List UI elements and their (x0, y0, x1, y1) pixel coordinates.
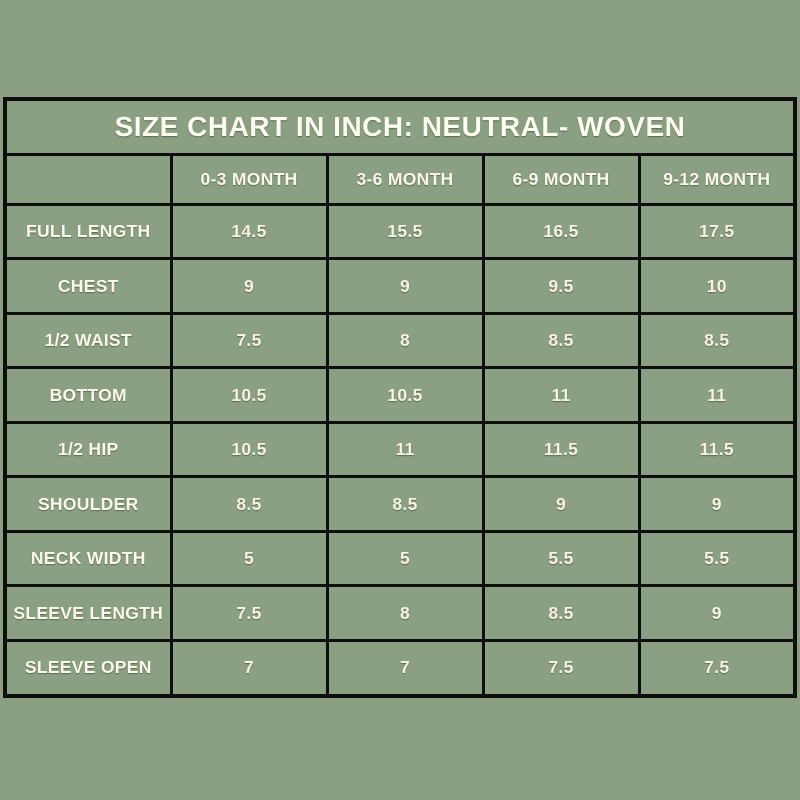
size-chart-table: SIZE CHART IN INCH: NEUTRAL- WOVEN 0-3 M… (3, 97, 797, 698)
size-value: 8.5 (325, 475, 485, 533)
size-value: 8.5 (637, 311, 797, 370)
size-value: 8.5 (481, 584, 641, 642)
size-value: 9 (481, 475, 641, 533)
size-value: 7 (169, 638, 329, 698)
column-header-9-12-month: 9-12 MONTH (637, 153, 797, 206)
size-value: 7.5 (637, 638, 797, 698)
size-value: 9 (325, 257, 485, 315)
row-label-chest: CHEST (3, 257, 173, 315)
column-header-3-6-month: 3-6 MONTH (325, 153, 485, 206)
size-value: 5.5 (481, 529, 641, 588)
table-row-neck-width: NECK WIDTH 5 5 5.5 5.5 (3, 529, 797, 588)
size-value: 15.5 (325, 202, 485, 261)
size-value: 10.5 (325, 366, 485, 424)
size-value: 7 (325, 638, 485, 698)
size-value: 11 (637, 366, 797, 424)
size-chart-container: SIZE CHART IN INCH: NEUTRAL- WOVEN 0-3 M… (3, 97, 797, 698)
row-label-half-hip: 1/2 HIP (3, 420, 173, 479)
size-value: 5 (169, 529, 329, 588)
size-value: 8.5 (481, 311, 641, 370)
row-label-sleeve-open: SLEEVE OPEN (3, 638, 173, 698)
size-value: 10.5 (169, 366, 329, 424)
size-value: 11 (481, 366, 641, 424)
size-value: 11.5 (481, 420, 641, 479)
row-label-bottom: BOTTOM (3, 366, 173, 424)
column-header-6-9-month: 6-9 MONTH (481, 153, 641, 206)
table-row-half-waist: 1/2 WAIST 7.5 8 8.5 8.5 (3, 311, 797, 370)
row-label-shoulder: SHOULDER (3, 475, 173, 533)
table-row-bottom: BOTTOM 10.5 10.5 11 11 (3, 366, 797, 424)
table-title: SIZE CHART IN INCH: NEUTRAL- WOVEN (3, 97, 797, 156)
table-row-shoulder: SHOULDER 8.5 8.5 9 9 (3, 475, 797, 533)
size-value: 9.5 (481, 257, 641, 315)
row-label-full-length: FULL LENGTH (3, 202, 173, 261)
header-row: 0-3 MONTH 3-6 MONTH 6-9 MONTH 9-12 MONTH (3, 153, 797, 206)
size-value: 11.5 (637, 420, 797, 479)
size-value: 8.5 (169, 475, 329, 533)
size-value: 16.5 (481, 202, 641, 261)
table-row-half-hip: 1/2 HIP 10.5 11 11.5 11.5 (3, 420, 797, 479)
row-label-half-waist: 1/2 WAIST (3, 311, 173, 370)
size-value: 5 (325, 529, 485, 588)
size-value: 8 (325, 584, 485, 642)
table-row-sleeve-length: SLEEVE LENGTH 7.5 8 8.5 9 (3, 584, 797, 642)
size-value: 10 (637, 257, 797, 315)
size-value: 10.5 (169, 420, 329, 479)
size-value: 14.5 (169, 202, 329, 261)
size-value: 11 (325, 420, 485, 479)
size-value: 17.5 (637, 202, 797, 261)
size-value: 9 (169, 257, 329, 315)
table-row-full-length: FULL LENGTH 14.5 15.5 16.5 17.5 (3, 202, 797, 261)
row-label-neck-width: NECK WIDTH (3, 529, 173, 588)
row-label-sleeve-length: SLEEVE LENGTH (3, 584, 173, 642)
table-row-chest: CHEST 9 9 9.5 10 (3, 257, 797, 315)
size-value: 7.5 (169, 311, 329, 370)
size-value: 9 (637, 475, 797, 533)
size-value: 8 (325, 311, 485, 370)
size-value: 7.5 (481, 638, 641, 698)
title-row: SIZE CHART IN INCH: NEUTRAL- WOVEN (3, 97, 797, 156)
table-row-sleeve-open: SLEEVE OPEN 7 7 7.5 7.5 (3, 638, 797, 698)
size-value: 7.5 (169, 584, 329, 642)
column-header-0-3-month: 0-3 MONTH (169, 153, 329, 206)
size-value: 9 (637, 584, 797, 642)
size-value: 5.5 (637, 529, 797, 588)
corner-cell (3, 153, 173, 206)
